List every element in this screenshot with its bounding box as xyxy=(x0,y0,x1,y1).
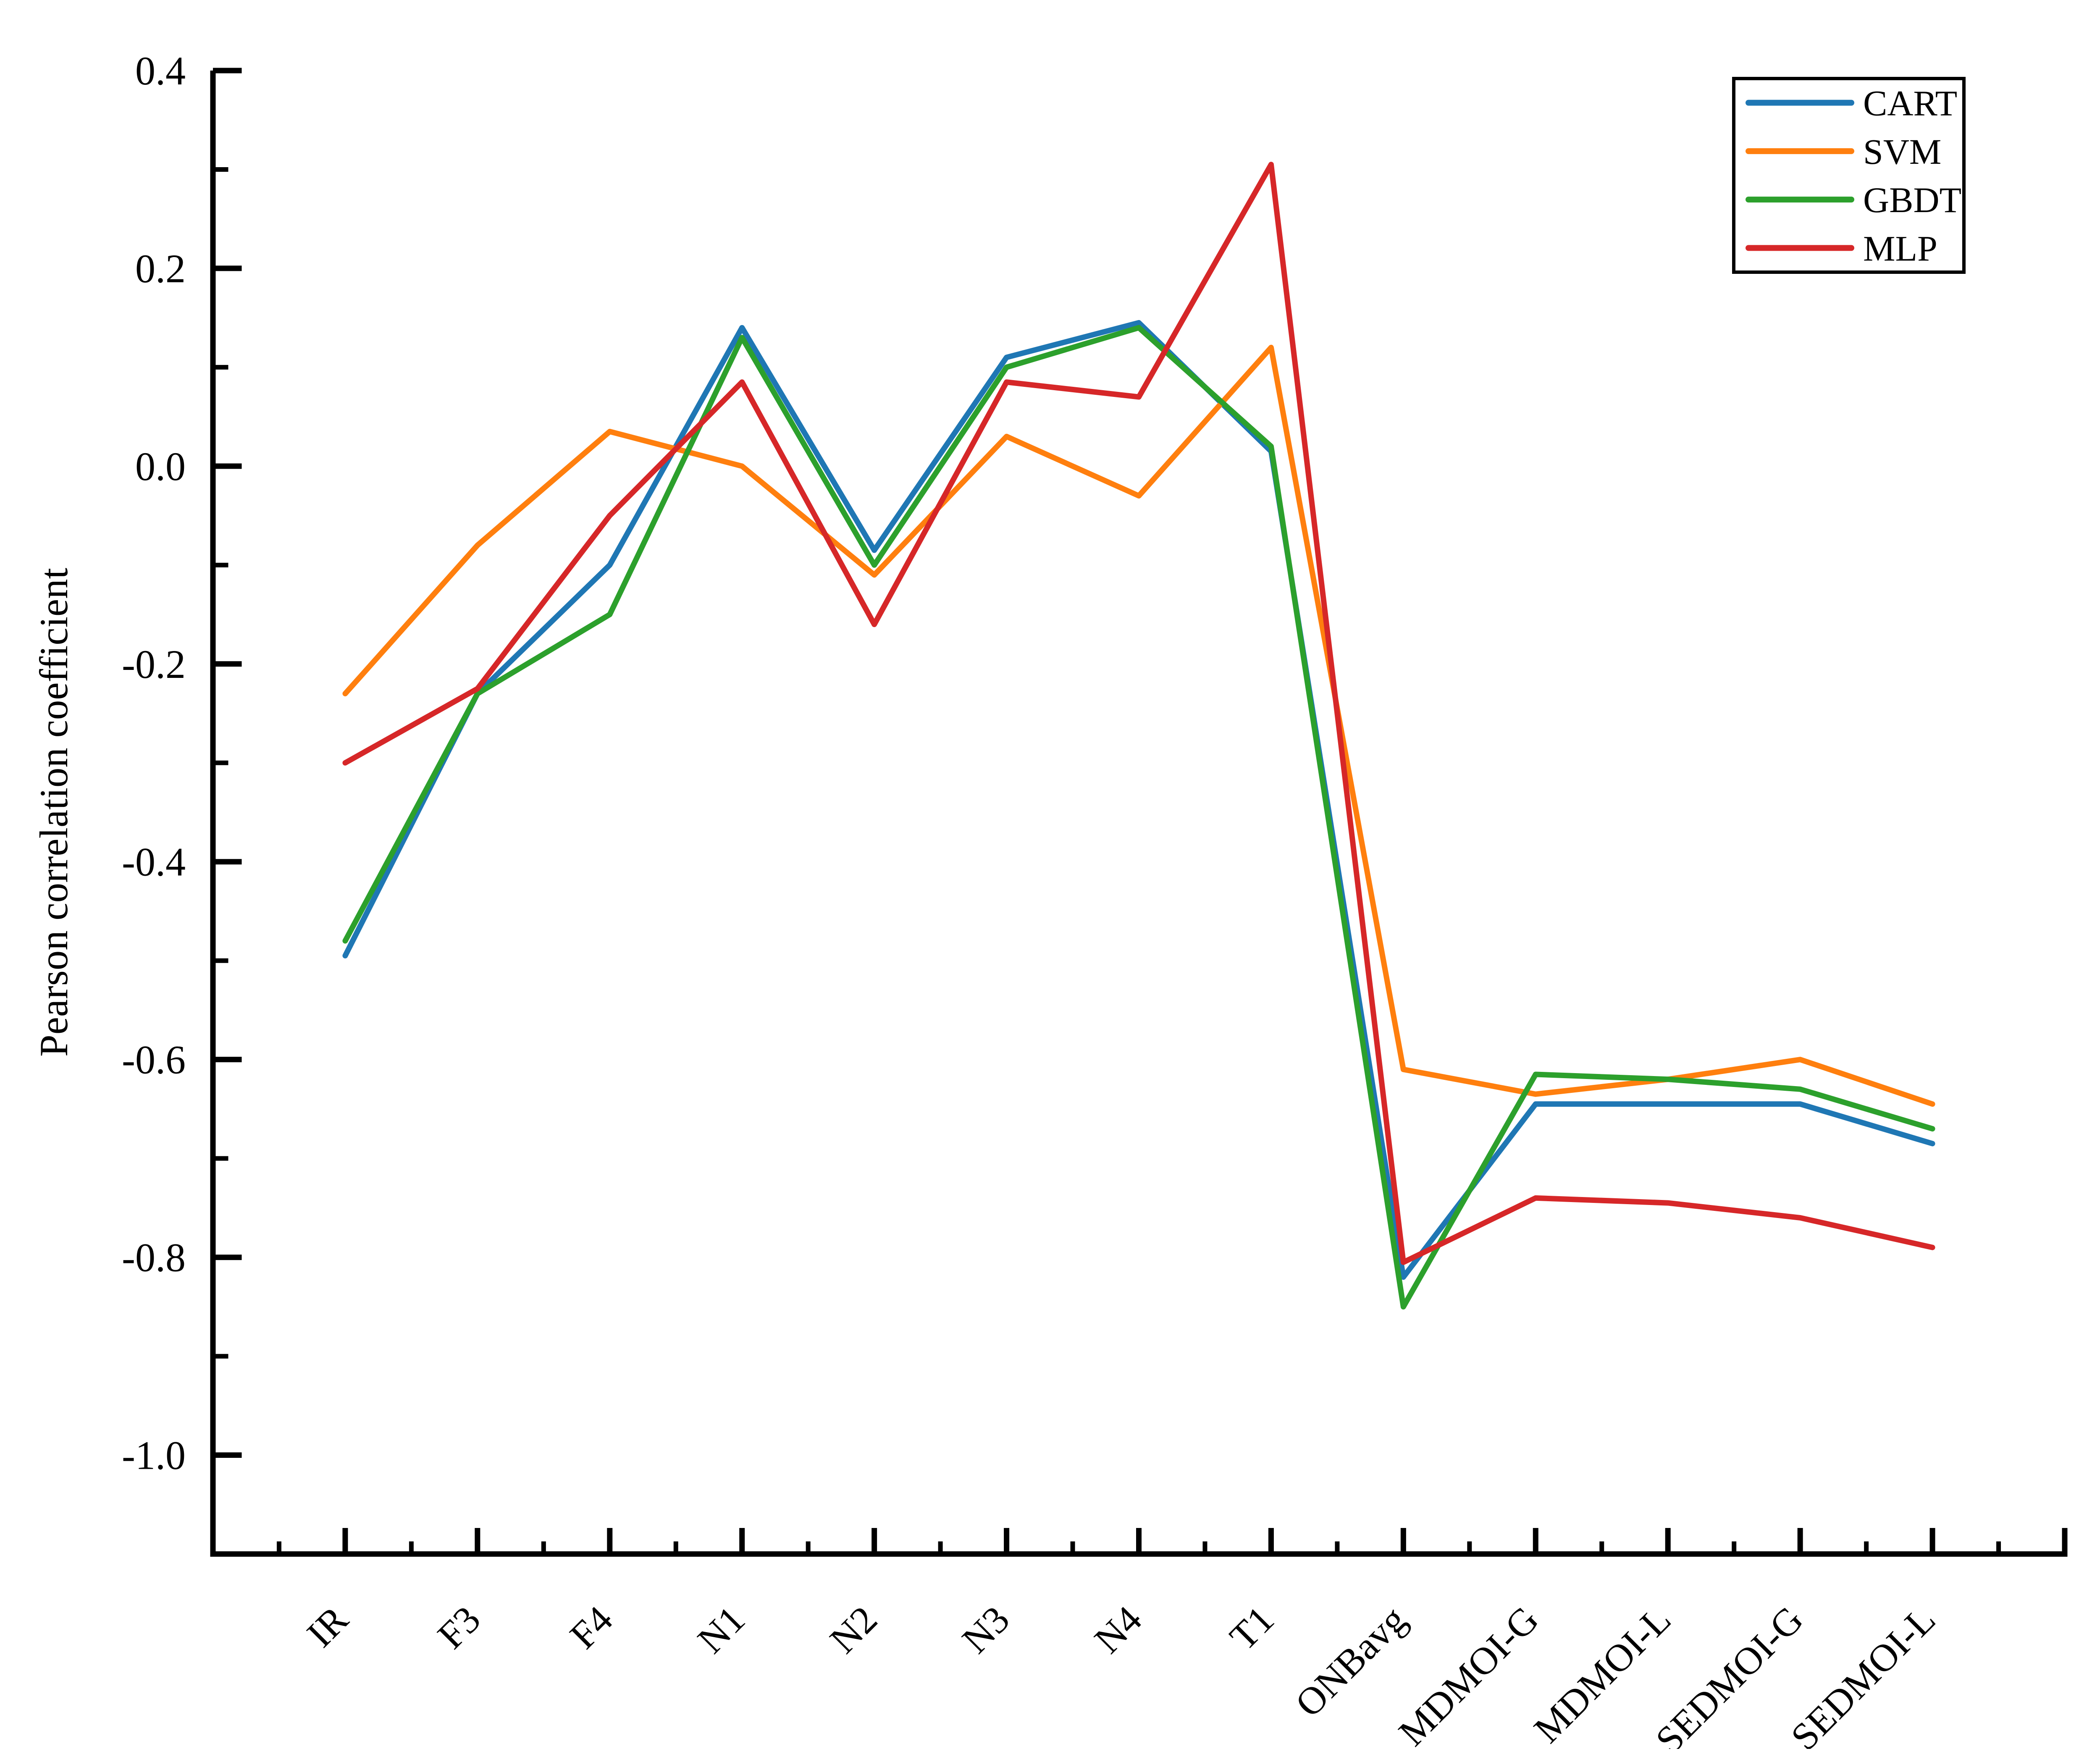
x-tick-label-SEDMOI-L: SEDMOI-L xyxy=(1782,1598,1943,1749)
y-major-ticks xyxy=(213,68,242,1458)
legend-label-SVM: SVM xyxy=(1863,131,1941,172)
series-line-GBDT xyxy=(342,325,1935,1310)
legend-item-SVM: SVM xyxy=(1746,131,1941,172)
series-line-SVM xyxy=(342,344,1935,1107)
y-tick-label--1.0: -1.0 xyxy=(122,1433,186,1478)
x-tick-label-ONBavg: ONBavg xyxy=(1287,1598,1414,1725)
x-major-ticks xyxy=(342,1528,2068,1554)
legend-box xyxy=(1732,77,1966,274)
y-tick-label--0.6: -0.6 xyxy=(122,1037,186,1082)
legend-label-GBDT: GBDT xyxy=(1863,180,1961,220)
y-minor-ticks xyxy=(213,167,228,1359)
x-tick-label-F4: F4 xyxy=(562,1598,621,1657)
legend-item-CART: CART xyxy=(1746,83,1957,123)
y-tick-label-0.0: 0.0 xyxy=(135,444,186,489)
series-line-MLP xyxy=(342,162,1935,1265)
legend: CART SVM GBDT MLP xyxy=(1732,77,1966,274)
legend-label-CART: CART xyxy=(1863,83,1957,123)
y-axis-title: Pearson correlation coefficient xyxy=(32,568,76,1057)
y-tick-label--0.8: -0.8 xyxy=(122,1235,186,1280)
x-tick-label-F3: F3 xyxy=(429,1598,488,1657)
x-tick-label-T1: T1 xyxy=(1221,1598,1282,1658)
legend-item-MLP: MLP xyxy=(1746,228,1937,268)
x-tick-labels: IR F3 F4 N1 N2 N3 N4 T1 ONBavgMDMOI-GMDMOI-LSEDM… xyxy=(299,1598,1943,1751)
x-tick-label-N3: N3 xyxy=(954,1598,1018,1662)
y-tick-label-0.4: 0.4 xyxy=(135,48,186,93)
axes-layer: 0.4 0.2 0.0 -0.2 -0.4 -0.6 -0.8 -1.0 IR F3 F4 N1 N2 N… xyxy=(122,48,2068,1751)
x-tick-label-N2: N2 xyxy=(822,1598,885,1662)
x-minor-ticks xyxy=(276,1541,2001,1554)
series-line-CART xyxy=(342,320,1935,1280)
legend-item-GBDT: GBDT xyxy=(1746,180,1961,220)
x-tick-label-MDMOI-G: MDMOI-G xyxy=(1390,1598,1546,1749)
y-tick-label--0.2: -0.2 xyxy=(122,642,186,687)
y-tick-label--0.4: -0.4 xyxy=(122,840,186,885)
x-tick-label-N1: N1 xyxy=(689,1598,753,1662)
series-lines-layer xyxy=(342,162,1935,1310)
x-tick-label-IR: IR xyxy=(299,1598,357,1656)
legend-label-MLP: MLP xyxy=(1863,228,1937,268)
y-tick-label-0.2: 0.2 xyxy=(135,246,186,291)
x-tick-label-N4: N4 xyxy=(1086,1598,1150,1662)
y-tick-labels: 0.4 0.2 0.0 -0.2 -0.4 -0.6 -0.8 -1.0 xyxy=(122,48,186,1478)
